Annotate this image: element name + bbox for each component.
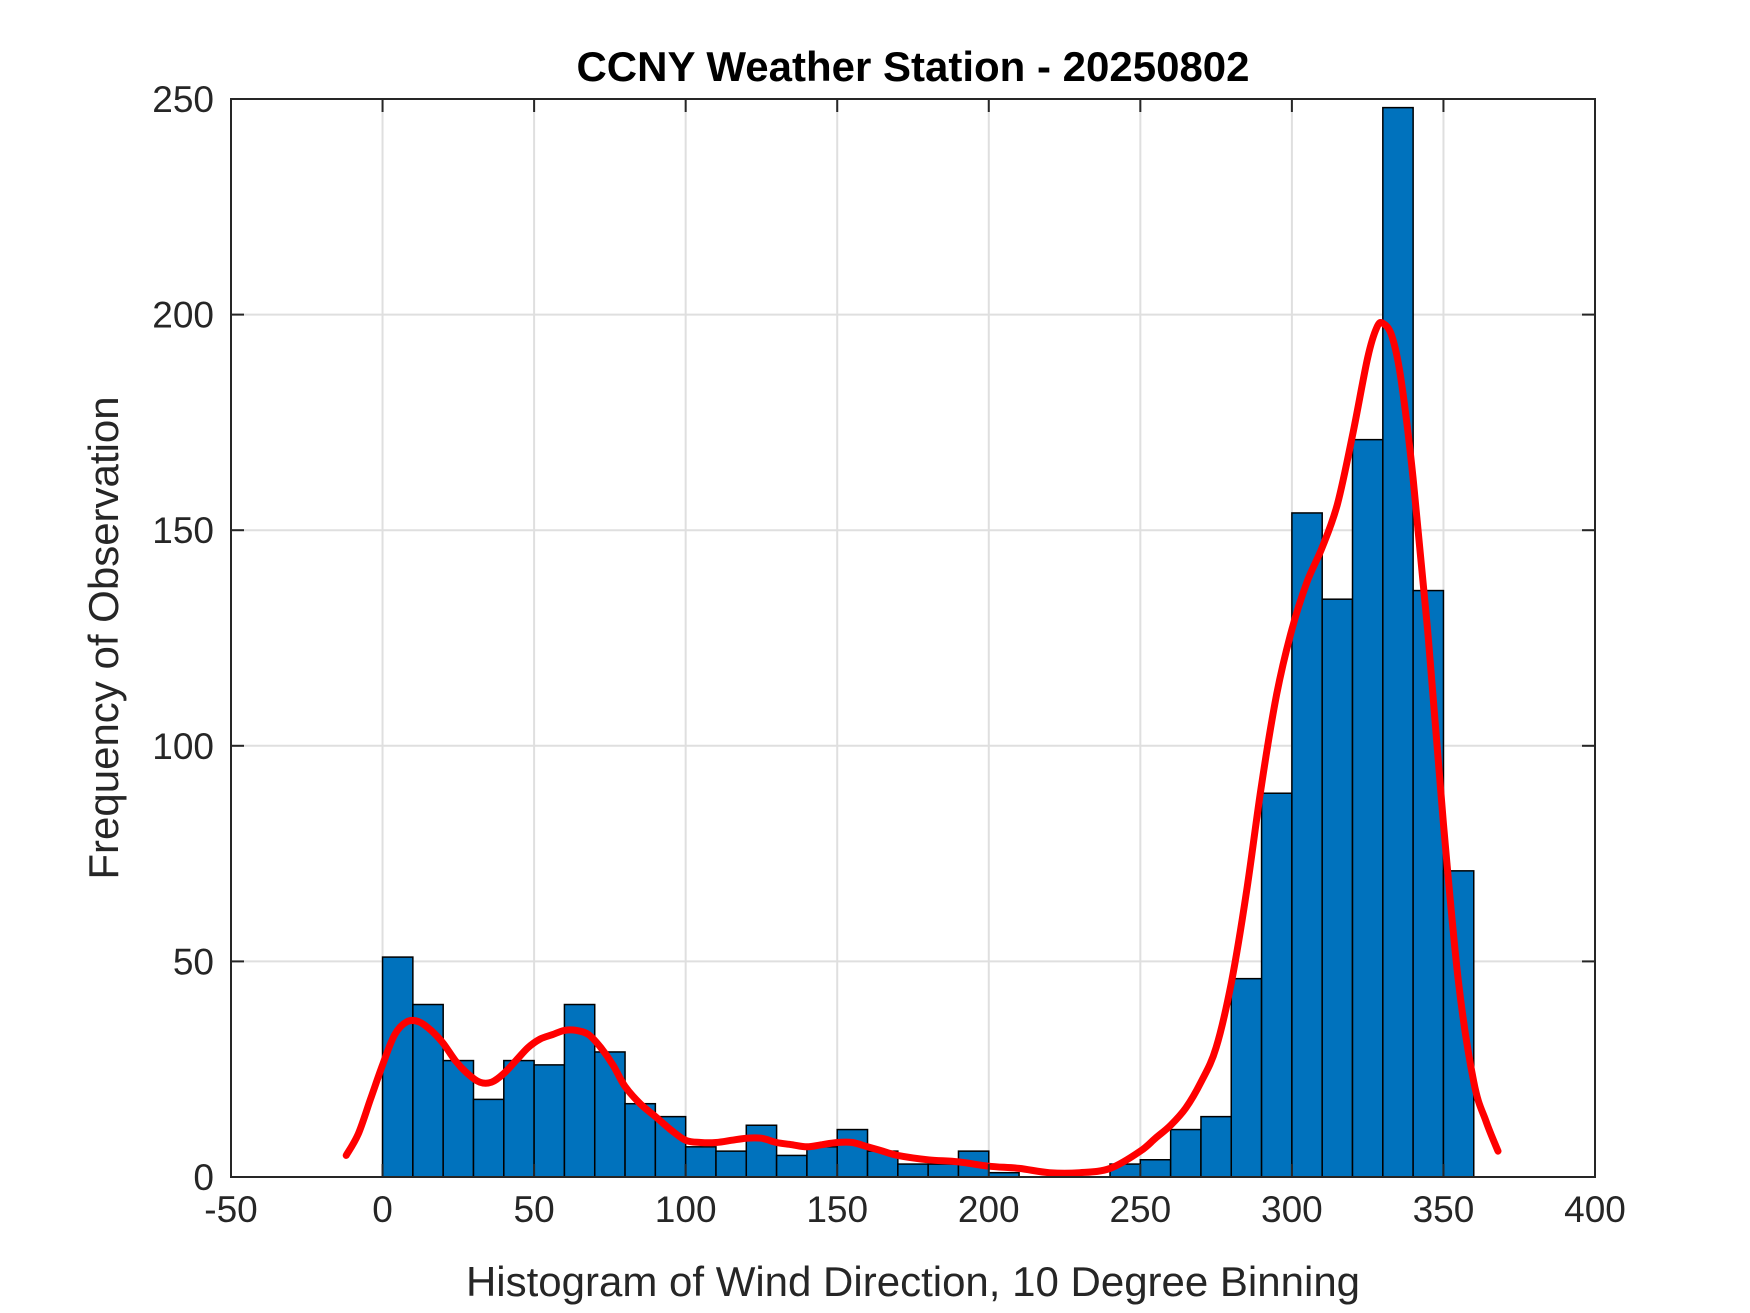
histogram-bar [533, 1064, 566, 1178]
histogram-bar [1230, 977, 1263, 1178]
histogram-bar [1139, 1159, 1172, 1178]
histogram-bar [472, 1098, 505, 1178]
y-tick-label: 200 [152, 295, 214, 336]
y-axis-title: Frequency of Observation [80, 396, 127, 879]
x-tick-label: 50 [514, 1189, 555, 1230]
y-tick-label: 250 [152, 79, 214, 120]
histogram-bar [1169, 1128, 1202, 1178]
x-tick-label: -50 [204, 1189, 257, 1230]
y-tick-label: 150 [152, 510, 214, 551]
chart-title: CCNY Weather Station - 20250802 [576, 43, 1249, 90]
x-tick-label: 300 [1261, 1189, 1323, 1230]
histogram-bar [715, 1150, 748, 1178]
density-curve [342, 318, 1502, 1177]
x-tick-label: 350 [1413, 1189, 1475, 1230]
histogram-bar [1200, 1115, 1233, 1178]
density-curve-group [342, 318, 1502, 1177]
histogram-bar [775, 1154, 808, 1178]
axes-frame [230, 98, 1596, 1178]
histogram-bar [897, 1163, 929, 1178]
histogram-bar [836, 1128, 869, 1178]
histogram-bar [593, 1051, 626, 1178]
histogram-bar [503, 1059, 535, 1178]
x-tick-label: 400 [1564, 1189, 1626, 1230]
x-tick-label: 250 [1109, 1189, 1171, 1230]
histogram-bar [1442, 870, 1475, 1178]
histogram-bar [745, 1124, 778, 1178]
y-tick-label: 50 [173, 941, 214, 982]
y-tick-label: 0 [193, 1157, 214, 1198]
histogram-bar [806, 1146, 838, 1178]
histogram-bars [381, 106, 1475, 1178]
tick-labels: -50 0 50 100 150 200 250 300 350 4000501001502002… [152, 79, 1626, 1230]
x-tick-label: 100 [655, 1189, 717, 1230]
axes-box [230, 98, 1596, 1178]
histogram-bar [381, 956, 414, 1178]
histogram-bar [927, 1163, 960, 1178]
histogram-bar [1321, 598, 1354, 1178]
x-tick-label: 200 [958, 1189, 1020, 1230]
x-axis-title: Histogram of Wind Direction, 10 Degree B… [466, 1258, 1360, 1305]
x-tick-label: 0 [372, 1189, 393, 1230]
histogram-bar [1260, 792, 1293, 1178]
histogram-bar [684, 1146, 717, 1178]
histogram-bar [1351, 438, 1384, 1178]
axis-ticks [230, 98, 1596, 1178]
y-tick-label: 100 [152, 726, 214, 767]
x-tick-label: 150 [806, 1189, 868, 1230]
histogram-bar [1382, 106, 1414, 1178]
